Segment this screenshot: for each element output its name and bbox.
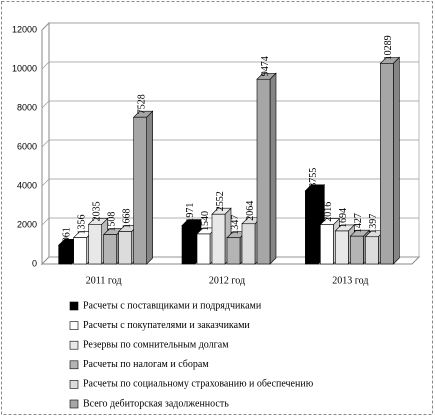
data-label: 7528 [136, 94, 147, 114]
y-tick-label: 0 [32, 258, 37, 268]
data-label: 3755 [308, 168, 319, 188]
data-label: 1694 [338, 208, 349, 228]
x-tick-label: 2013 год [332, 275, 368, 286]
grid-line [41, 139, 419, 148]
bar [73, 237, 87, 265]
y-tick-label: 12000 [12, 24, 37, 34]
data-label: 1668 [121, 208, 132, 228]
bar-side [146, 110, 153, 265]
bar [380, 63, 394, 265]
data-label: 961 [61, 227, 72, 242]
bar [211, 213, 226, 265]
x-tick-label: 2012 год [209, 275, 245, 286]
data-label: 1540 [200, 211, 211, 231]
legend-marker [69, 380, 79, 389]
data-label: 1397 [368, 214, 379, 234]
data-label: 1508 [106, 212, 117, 232]
bar [335, 230, 349, 265]
data-label: 2064 [245, 201, 256, 221]
bar [350, 235, 364, 265]
y-tick-label: 8000 [17, 102, 37, 112]
legend-label: Резервы по сомнительным долгам [83, 339, 229, 350]
bar [365, 236, 379, 265]
bar [133, 116, 147, 265]
x-tick-label: 2011 год [86, 275, 122, 286]
y-tick-label: 6000 [17, 141, 37, 151]
bar [256, 78, 271, 265]
legend-marker [69, 399, 79, 409]
y-tick-label: 4000 [17, 180, 37, 190]
bar [320, 224, 334, 265]
grid-line [41, 178, 419, 187]
bar [118, 231, 132, 265]
bar [181, 225, 196, 265]
legend-marker [69, 321, 79, 330]
bar-side [269, 72, 277, 265]
grid-line [41, 217, 419, 226]
grid-line [41, 100, 419, 109]
legend-label: Расчеты по социальному страхованию и обе… [83, 379, 314, 390]
legend-label: Расчеты с покупателями и заказчиками [83, 320, 250, 331]
bar [241, 223, 256, 265]
legend-marker [69, 340, 79, 350]
legend-label: Расчеты по налогам и сборам [83, 359, 209, 370]
bar [103, 234, 117, 265]
bar [226, 237, 241, 265]
data-label: 9474 [260, 56, 271, 76]
data-label: 1356 [76, 215, 87, 235]
grid-line [41, 256, 419, 265]
bar [58, 244, 72, 265]
data-label: 1347 [230, 215, 241, 235]
grid-line [41, 22, 419, 31]
y-tick-label: 2000 [17, 219, 37, 229]
legend-label: Расчеты с поставщиками и подрядчиками [83, 300, 262, 311]
bar [196, 233, 211, 265]
data-label: 2552 [215, 191, 226, 211]
y-tick-label: 10000 [12, 63, 37, 73]
legend-label: Всего дебиторская задолженность [83, 398, 229, 409]
bar [88, 224, 102, 265]
grid-line [41, 61, 419, 70]
data-label: 2035 [91, 201, 102, 221]
data-label: 2016 [323, 202, 334, 222]
data-label: 1427 [353, 213, 364, 233]
legend-marker [69, 360, 79, 370]
data-label: 1971 [185, 203, 196, 223]
legend-marker [69, 301, 79, 311]
bar-side [393, 56, 400, 265]
data-label: 10289 [383, 35, 394, 60]
bar [305, 190, 319, 265]
